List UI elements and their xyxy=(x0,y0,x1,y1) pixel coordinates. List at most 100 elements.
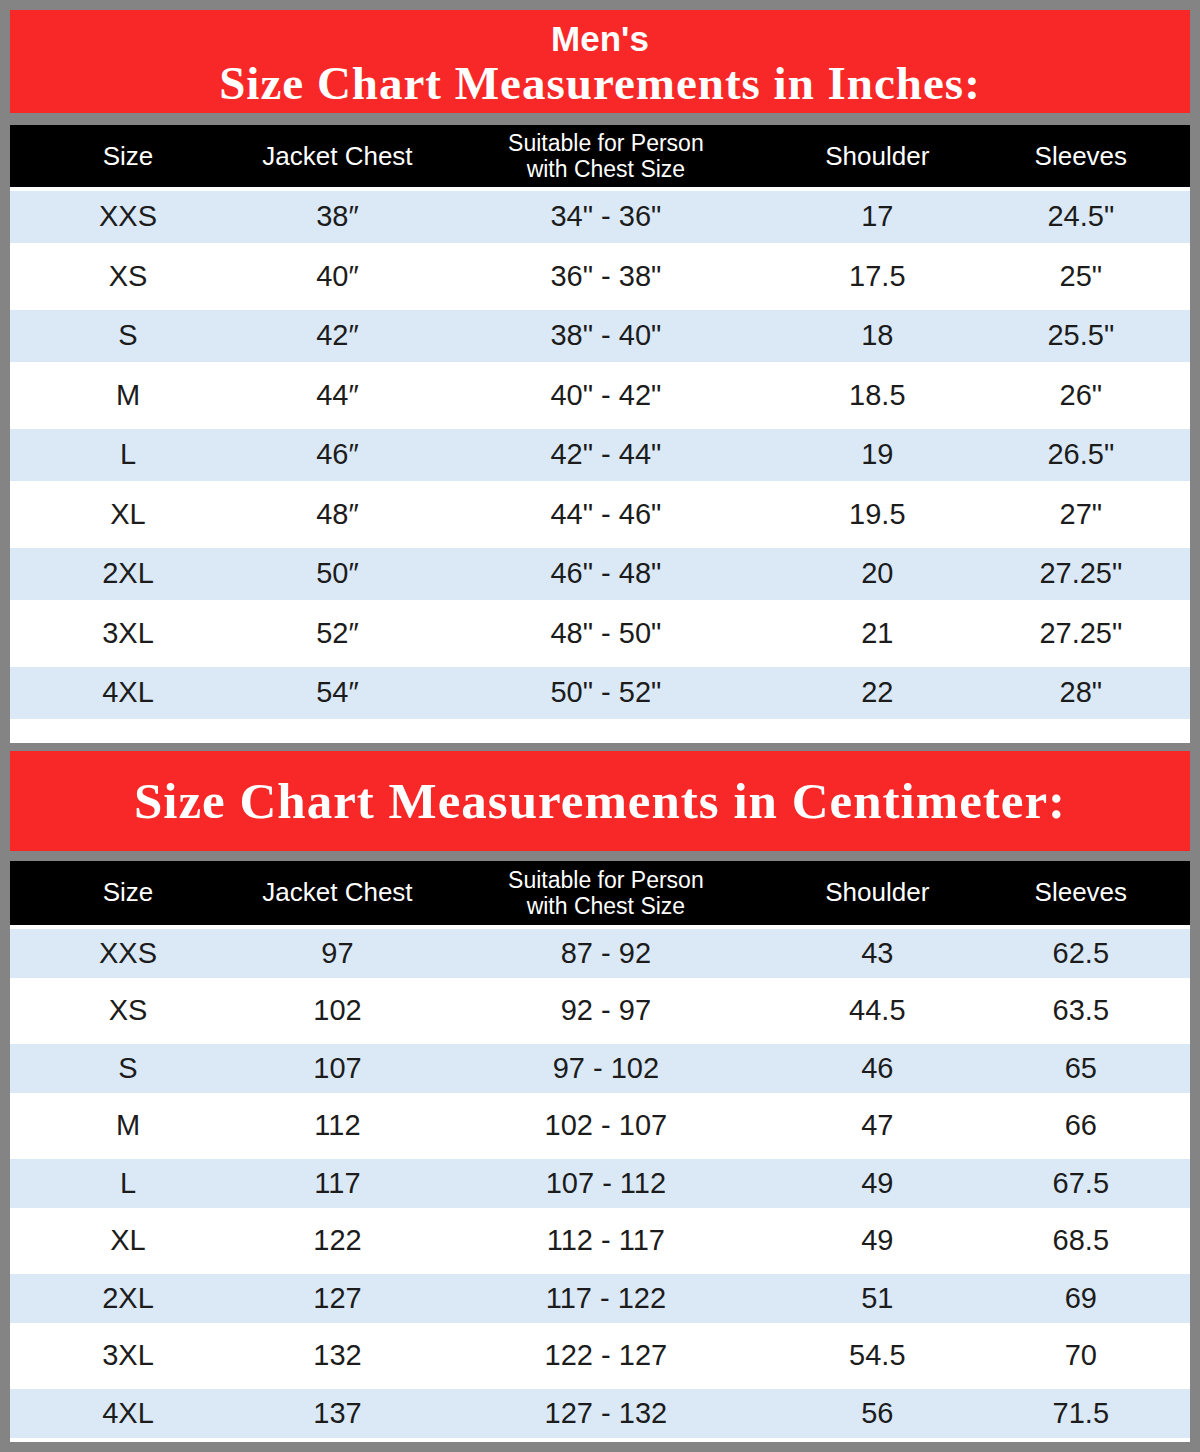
cell-jacket-chest: 46″ xyxy=(246,438,429,471)
inches-table-body: XXS38″34" - 36"1724.5"XS40″36" - 38"17.5… xyxy=(10,187,1190,743)
cell-sleeves: 62.5 xyxy=(972,937,1190,970)
cell-chest-range: 87 - 92 xyxy=(429,937,783,970)
cell-shoulder: 21 xyxy=(783,617,972,650)
cell-jacket-chest: 132 xyxy=(246,1339,429,1372)
table-row: L117107 - 1124967.5 xyxy=(10,1155,1190,1213)
table-row: M44″40" - 42"18.526" xyxy=(10,366,1190,426)
cell-jacket-chest: 52″ xyxy=(246,617,429,650)
cell-shoulder: 43 xyxy=(783,937,972,970)
cell-sleeves: 69 xyxy=(972,1282,1190,1315)
cell-shoulder: 20 xyxy=(783,557,972,590)
cell-jacket-chest: 127 xyxy=(246,1282,429,1315)
size-chart-page: { "colors": { "banner_red": "#f92828", "… xyxy=(0,0,1200,1452)
cell-sleeves: 67.5 xyxy=(972,1167,1190,1200)
cell-size: XS xyxy=(10,260,246,293)
cell-chest-range: 40" - 42" xyxy=(429,379,783,412)
column-header-chest-range: Suitable for Personwith Chest Size xyxy=(429,867,783,919)
cell-chest-range: 38" - 40" xyxy=(429,319,783,352)
cell-sleeves: 71.5 xyxy=(972,1397,1190,1430)
cell-sleeves: 27" xyxy=(972,498,1190,531)
cell-chest-range: 112 - 117 xyxy=(429,1224,783,1257)
cell-jacket-chest: 48″ xyxy=(246,498,429,531)
table-row: 2XL127117 - 1225169 xyxy=(10,1270,1190,1328)
column-header-sleeves: Sleeves xyxy=(972,877,1190,908)
cell-shoulder: 49 xyxy=(783,1224,972,1257)
cell-jacket-chest: 97 xyxy=(246,937,429,970)
cell-chest-range: 107 - 112 xyxy=(429,1167,783,1200)
cell-size: S xyxy=(10,319,246,352)
cell-size: 2XL xyxy=(10,557,246,590)
cell-chest-range: 46" - 48" xyxy=(429,557,783,590)
banner-inches: Men's Size Chart Measurements in Inches: xyxy=(10,10,1190,113)
column-header-size: Size xyxy=(10,141,246,172)
cell-size: L xyxy=(10,1167,246,1200)
cell-jacket-chest: 112 xyxy=(246,1109,429,1142)
column-header-jacket-chest: Jacket Chest xyxy=(246,877,429,908)
cell-jacket-chest: 40″ xyxy=(246,260,429,293)
cell-jacket-chest: 54″ xyxy=(246,676,429,709)
table-row: 4XL54″50" - 52"2228" xyxy=(10,663,1190,723)
column-header-shoulder: Shoulder xyxy=(783,877,972,908)
cell-sleeves: 65 xyxy=(972,1052,1190,1085)
table-row: XS40″36" - 38"17.525" xyxy=(10,247,1190,307)
banner-centimeter: Size Chart Measurements in Centimeter: xyxy=(10,751,1190,851)
cell-size: L xyxy=(10,438,246,471)
cell-chest-range: 97 - 102 xyxy=(429,1052,783,1085)
cell-shoulder: 18 xyxy=(783,319,972,352)
table-row: 3XL132122 - 12754.570 xyxy=(10,1327,1190,1385)
cell-shoulder: 49 xyxy=(783,1167,972,1200)
cell-sleeves: 27.25" xyxy=(972,617,1190,650)
cell-size: M xyxy=(10,379,246,412)
banner-inches-title: Size Chart Measurements in Inches: xyxy=(10,58,1190,108)
cell-jacket-chest: 44″ xyxy=(246,379,429,412)
cell-size: XXS xyxy=(10,200,246,233)
cell-sleeves: 66 xyxy=(972,1109,1190,1142)
cell-sleeves: 24.5" xyxy=(972,200,1190,233)
cell-jacket-chest: 50″ xyxy=(246,557,429,590)
cell-size: S xyxy=(10,1052,246,1085)
cell-shoulder: 18.5 xyxy=(783,379,972,412)
table-row: XXS38″34" - 36"1724.5" xyxy=(10,187,1190,247)
centimeter-table-body: XXS9787 - 924362.5XS10292 - 9744.563.5S1… xyxy=(10,925,1190,1443)
table-row: 2XL50″46" - 48"2027.25" xyxy=(10,544,1190,604)
column-header-size: Size xyxy=(10,877,246,908)
cell-jacket-chest: 107 xyxy=(246,1052,429,1085)
cell-size: 4XL xyxy=(10,1397,246,1430)
cell-shoulder: 19.5 xyxy=(783,498,972,531)
cell-sleeves: 28" xyxy=(972,676,1190,709)
cell-chest-range: 92 - 97 xyxy=(429,994,783,1027)
table-row: XS10292 - 9744.563.5 xyxy=(10,982,1190,1040)
cell-size: M xyxy=(10,1109,246,1142)
cell-shoulder: 19 xyxy=(783,438,972,471)
banner-centimeter-title: Size Chart Measurements in Centimeter: xyxy=(134,776,1066,826)
cell-chest-range: 36" - 38" xyxy=(429,260,783,293)
cell-sleeves: 27.25" xyxy=(972,557,1190,590)
cell-chest-range: 127 - 132 xyxy=(429,1397,783,1430)
cell-sleeves: 26" xyxy=(972,379,1190,412)
cell-jacket-chest: 117 xyxy=(246,1167,429,1200)
cell-shoulder: 54.5 xyxy=(783,1339,972,1372)
cell-chest-range: 44" - 46" xyxy=(429,498,783,531)
cell-chest-range: 48" - 50" xyxy=(429,617,783,650)
cell-jacket-chest: 38″ xyxy=(246,200,429,233)
cell-size: 2XL xyxy=(10,1282,246,1315)
cell-size: XL xyxy=(10,498,246,531)
cell-shoulder: 17.5 xyxy=(783,260,972,293)
cell-chest-range: 122 - 127 xyxy=(429,1339,783,1372)
cell-shoulder: 47 xyxy=(783,1109,972,1142)
cell-chest-range: 117 - 122 xyxy=(429,1282,783,1315)
cell-chest-range: 34" - 36" xyxy=(429,200,783,233)
column-header-shoulder: Shoulder xyxy=(783,141,972,172)
table-row: S42″38" - 40"1825.5" xyxy=(10,306,1190,366)
cell-size: XXS xyxy=(10,937,246,970)
cell-sleeves: 68.5 xyxy=(972,1224,1190,1257)
cell-size: 3XL xyxy=(10,1339,246,1372)
cell-shoulder: 44.5 xyxy=(783,994,972,1027)
centimeter-table-header: SizeJacket ChestSuitable for Personwith … xyxy=(10,861,1190,925)
cell-size: 4XL xyxy=(10,676,246,709)
cell-jacket-chest: 42″ xyxy=(246,319,429,352)
table-row: XL48″44" - 46"19.527" xyxy=(10,485,1190,545)
cell-jacket-chest: 102 xyxy=(246,994,429,1027)
cell-jacket-chest: 122 xyxy=(246,1224,429,1257)
inches-table-header: SizeJacket ChestSuitable for Personwith … xyxy=(10,125,1190,187)
